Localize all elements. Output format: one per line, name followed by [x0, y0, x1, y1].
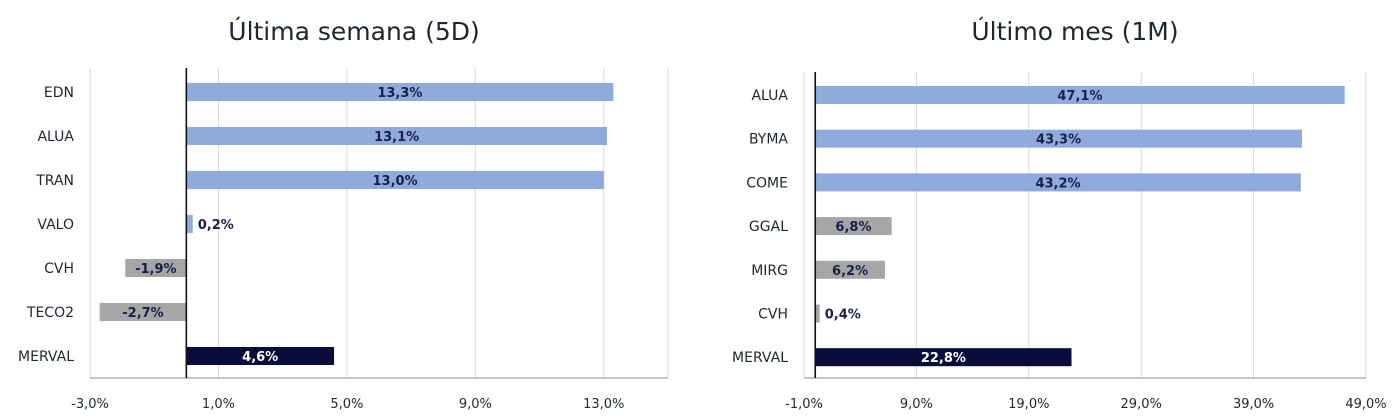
monthly-bar-merval — [815, 348, 1072, 367]
monthly-tick-label: 9,0% — [900, 397, 933, 412]
monthly-data-label: 22,8% — [921, 351, 966, 366]
weekly-data-label: 13,1% — [374, 130, 419, 145]
weekly-data-label: 0,2% — [198, 218, 234, 233]
weekly-bar-merval — [186, 347, 335, 365]
monthly-data-label: 43,3% — [1036, 133, 1081, 148]
weekly-tick-label: 13,0% — [583, 397, 624, 412]
monthly-category-label: MERVAL — [732, 350, 788, 366]
weekly-category-label: MERVAL — [18, 349, 74, 365]
monthly-data-label: 6,2% — [832, 264, 868, 279]
weekly-bar-alua — [186, 127, 607, 145]
monthly-category-label: COME — [746, 175, 788, 191]
chart-monthly: Último mes (1M) -1,0% 9,0% 19,0% 29,0% 39,0% 4… — [732, 16, 1387, 412]
monthly-bar-cvh — [815, 304, 820, 323]
monthly-bar-ggal — [815, 217, 892, 236]
weekly-bar-cvh — [125, 259, 187, 277]
monthly-data-label: 0,4% — [825, 308, 861, 323]
weekly-data-label: -2,7% — [122, 306, 163, 321]
monthly-tick-label: 19,0% — [1008, 397, 1049, 412]
monthly-bar-byma — [815, 129, 1302, 148]
weekly-tick-label: 1,0% — [202, 397, 235, 412]
weekly-data-label: -1,9% — [135, 262, 176, 277]
monthly-tick-label: 49,0% — [1345, 397, 1386, 412]
monthly-bar-alua — [815, 86, 1345, 104]
monthly-category-label: GGAL — [749, 219, 788, 235]
weekly-category-label: EDN — [44, 85, 74, 101]
weekly-bar-valo — [186, 215, 193, 233]
monthly-category-label: CVH — [758, 307, 788, 323]
weekly-data-label: 13,3% — [377, 86, 422, 101]
weekly-category-label: VALO — [37, 217, 74, 233]
weekly-category-label: TRAN — [35, 173, 74, 189]
monthly-bar-mirg — [815, 260, 885, 279]
weekly-category-label: ALUA — [37, 129, 74, 145]
weekly-bar-teco2 — [99, 303, 187, 321]
weekly-data-label: 13,0% — [373, 174, 418, 189]
monthly-data-label: 43,2% — [1035, 176, 1080, 191]
monthly-bar-come — [815, 173, 1301, 192]
monthly-category-label: ALUA — [751, 88, 788, 104]
weekly-chart-title: Última semana (5D) — [228, 16, 479, 46]
monthly-tick-label: 29,0% — [1121, 397, 1162, 412]
weekly-tick-label: 5,0% — [330, 397, 363, 412]
weekly-data-label: 4,6% — [242, 350, 278, 365]
weekly-bar-edn — [186, 83, 614, 101]
weekly-tick-label: 9,0% — [459, 397, 492, 412]
chart-weekly: Última semana (5D) -3,0% 1,0% 5,0% 9,0% 13,0%… — [18, 16, 669, 412]
weekly-category-label: TECO2 — [26, 305, 74, 321]
monthly-category-label: BYMA — [749, 132, 788, 148]
monthly-tick-label: 39,0% — [1233, 397, 1274, 412]
monthly-chart-title: Último mes (1M) — [971, 16, 1178, 46]
weekly-tick-label: -3,0% — [71, 397, 109, 412]
weekly-bar-tran — [186, 171, 604, 189]
monthly-tick-label: -1,0% — [785, 397, 823, 412]
monthly-data-label: 6,8% — [835, 220, 871, 235]
monthly-category-label: MIRG — [751, 263, 788, 279]
weekly-category-label: CVH — [44, 261, 74, 277]
monthly-data-label: 47,1% — [1057, 89, 1102, 104]
